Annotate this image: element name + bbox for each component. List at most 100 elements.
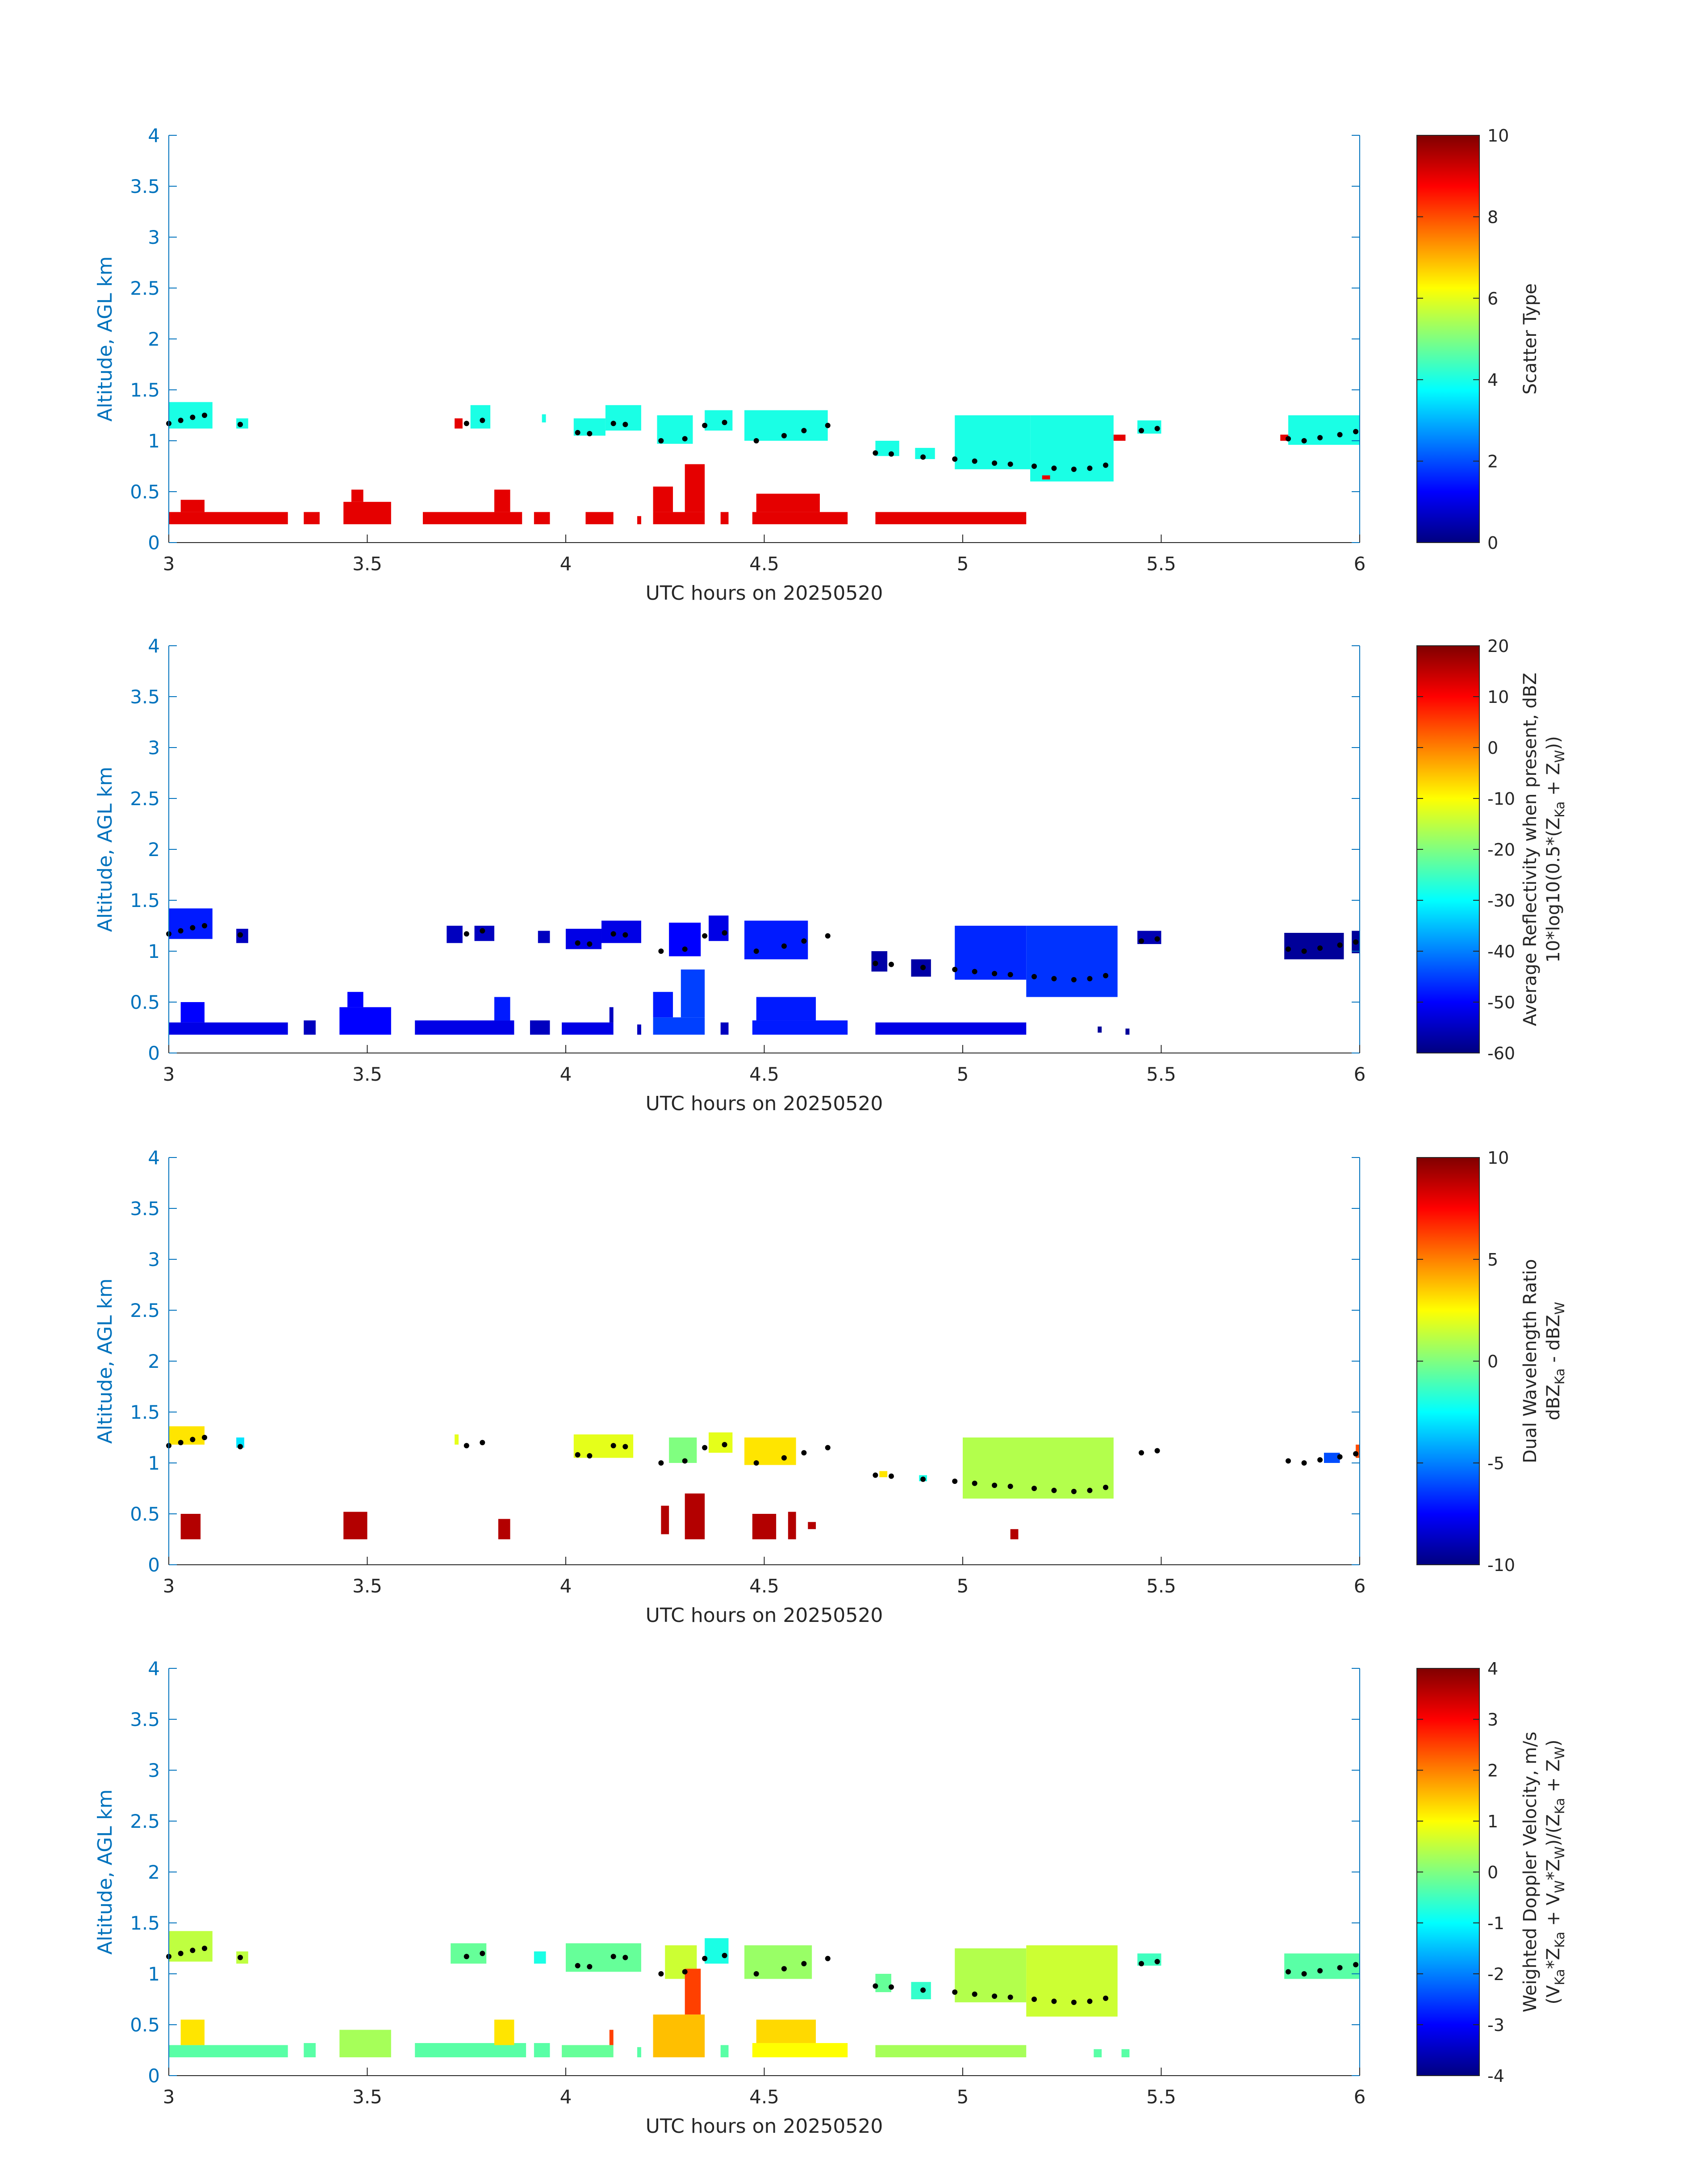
data-region [875, 1974, 891, 1993]
data-region [1288, 415, 1360, 445]
melting-layer-point [753, 1971, 759, 1976]
data-region [879, 1471, 888, 1477]
panel-4-colorbar: -4 -3 -2 -1 0 1 2 3 4 Weighted Doppler Velocity, … [1416, 1659, 1567, 2086]
melting-layer-point [575, 1963, 580, 1968]
x-tick-label: 3.5 [352, 553, 382, 575]
melting-layer-point [1285, 1969, 1291, 1975]
melting-layer-point [825, 422, 831, 428]
melting-layer-point [722, 1442, 727, 1447]
melting-layer-point [920, 1476, 926, 1482]
melting-layer-point [190, 414, 196, 420]
melting-layer-point [952, 456, 958, 462]
x-tick-label: 4.5 [749, 1063, 779, 1085]
data-region [180, 500, 205, 512]
x-tick-label: 5.5 [1146, 1575, 1176, 1597]
data-region [447, 926, 463, 943]
data-region [955, 415, 1031, 469]
melting-layer-point [682, 436, 688, 442]
data-region [1121, 2049, 1130, 2057]
y-tick-label: 3 [148, 737, 160, 759]
data-region [530, 1020, 550, 1035]
melting-layer-point [1103, 462, 1109, 468]
melting-layer-point [702, 933, 708, 939]
melting-layer-point [1087, 1488, 1093, 1493]
data-region [494, 489, 510, 512]
panel-1: 0 0.5 1 1.5 2 2.5 3 3.5 4 3 3.5 4 4.5 5 5.5 6 UTC hours … [94, 125, 1541, 605]
melting-layer-point [992, 1483, 998, 1488]
y-tick-label: 0.5 [130, 481, 160, 503]
melting-layer-point [1353, 429, 1359, 435]
panel-2-melting-layer [166, 923, 1359, 982]
y-tick-label: 2.5 [130, 1810, 160, 1832]
data-region [422, 512, 522, 524]
y-tick-label: 3.5 [130, 686, 160, 708]
data-region [744, 1437, 796, 1465]
y-tick-label: 4 [148, 1147, 160, 1169]
melting-layer-point [1353, 1962, 1359, 1968]
melting-layer-point [825, 933, 831, 939]
panel-4-data [169, 1931, 1360, 2057]
melting-layer-point [1071, 466, 1077, 472]
melting-layer-point [587, 941, 593, 947]
melting-layer-point [202, 1435, 208, 1440]
x-tick-label: 5 [957, 553, 969, 575]
data-region [455, 418, 463, 429]
y-tick-label: 1.5 [130, 890, 160, 911]
y-tick-label: 4 [148, 125, 160, 146]
x-axis-label: UTC hours on 20250520 [646, 1604, 883, 1627]
y-tick-label: 1 [148, 1963, 160, 1985]
data-region [605, 405, 641, 431]
data-region [1026, 926, 1118, 997]
data-region [534, 1951, 546, 1964]
panel-3-colorbar: -10 -5 0 5 10 Dual Wavelength Ratio dBZKa - dB… [1416, 1148, 1567, 1575]
melting-layer-point [480, 1951, 485, 1956]
melting-layer-point [1154, 1959, 1160, 1964]
melting-layer-point [1087, 976, 1093, 982]
colorbar-label: (VKa*ZKa + VW*ZW)/(ZKa + ZW) [1543, 1739, 1567, 2004]
colorbar-tick-label: 0 [1487, 1352, 1498, 1371]
melting-layer-point [753, 949, 759, 954]
melting-layer-point [202, 1946, 208, 1951]
data-region [788, 1512, 796, 1539]
data-region [653, 2014, 705, 2057]
melting-layer-point [1007, 1483, 1013, 1489]
data-region [585, 512, 614, 524]
melting-layer-point [464, 1954, 469, 1960]
x-tick-label: 6 [1354, 2086, 1366, 2108]
y-axis-label: Altitude, AGL km [94, 767, 117, 932]
y-tick-label: 3.5 [130, 1709, 160, 1730]
y-tick-label: 3.5 [130, 1198, 160, 1220]
data-region [538, 931, 550, 943]
data-region [542, 414, 546, 422]
x-tick-label: 6 [1354, 1063, 1366, 1085]
melting-layer-point [873, 1472, 878, 1478]
melting-layer-point [682, 1458, 688, 1464]
y-tick-label: 0 [148, 1042, 160, 1064]
data-region [955, 1948, 1027, 2002]
melting-layer-point [480, 418, 485, 423]
colorbar-tick-label: -2 [1487, 1964, 1504, 1984]
panel-4-melting-layer [166, 1946, 1359, 2005]
melting-layer-point [825, 1445, 831, 1450]
melting-layer-point [622, 1955, 628, 1960]
melting-layer-point [1051, 1998, 1057, 2004]
x-tick-label: 3.5 [352, 2086, 382, 2108]
melting-layer-point [1139, 428, 1144, 434]
melting-layer-point [1071, 1488, 1077, 1494]
melting-layer-point [1301, 949, 1307, 954]
melting-layer-point [1154, 1448, 1160, 1454]
melting-layer-point [1103, 1995, 1109, 2001]
data-region [1284, 1953, 1360, 1979]
y-tick-label: 2.5 [130, 1300, 160, 1321]
data-region [669, 1437, 697, 1463]
melting-layer-point [873, 961, 878, 966]
colorbar-tick-label: -5 [1487, 1454, 1504, 1473]
melting-layer-point [464, 421, 469, 426]
melting-layer-point [622, 422, 628, 427]
melting-layer-point [888, 1473, 894, 1479]
melting-layer-point [1139, 1961, 1144, 1967]
melting-layer-point [238, 932, 243, 938]
melting-layer-point [190, 925, 196, 931]
data-region [180, 1002, 205, 1023]
melting-layer-point [888, 451, 894, 457]
